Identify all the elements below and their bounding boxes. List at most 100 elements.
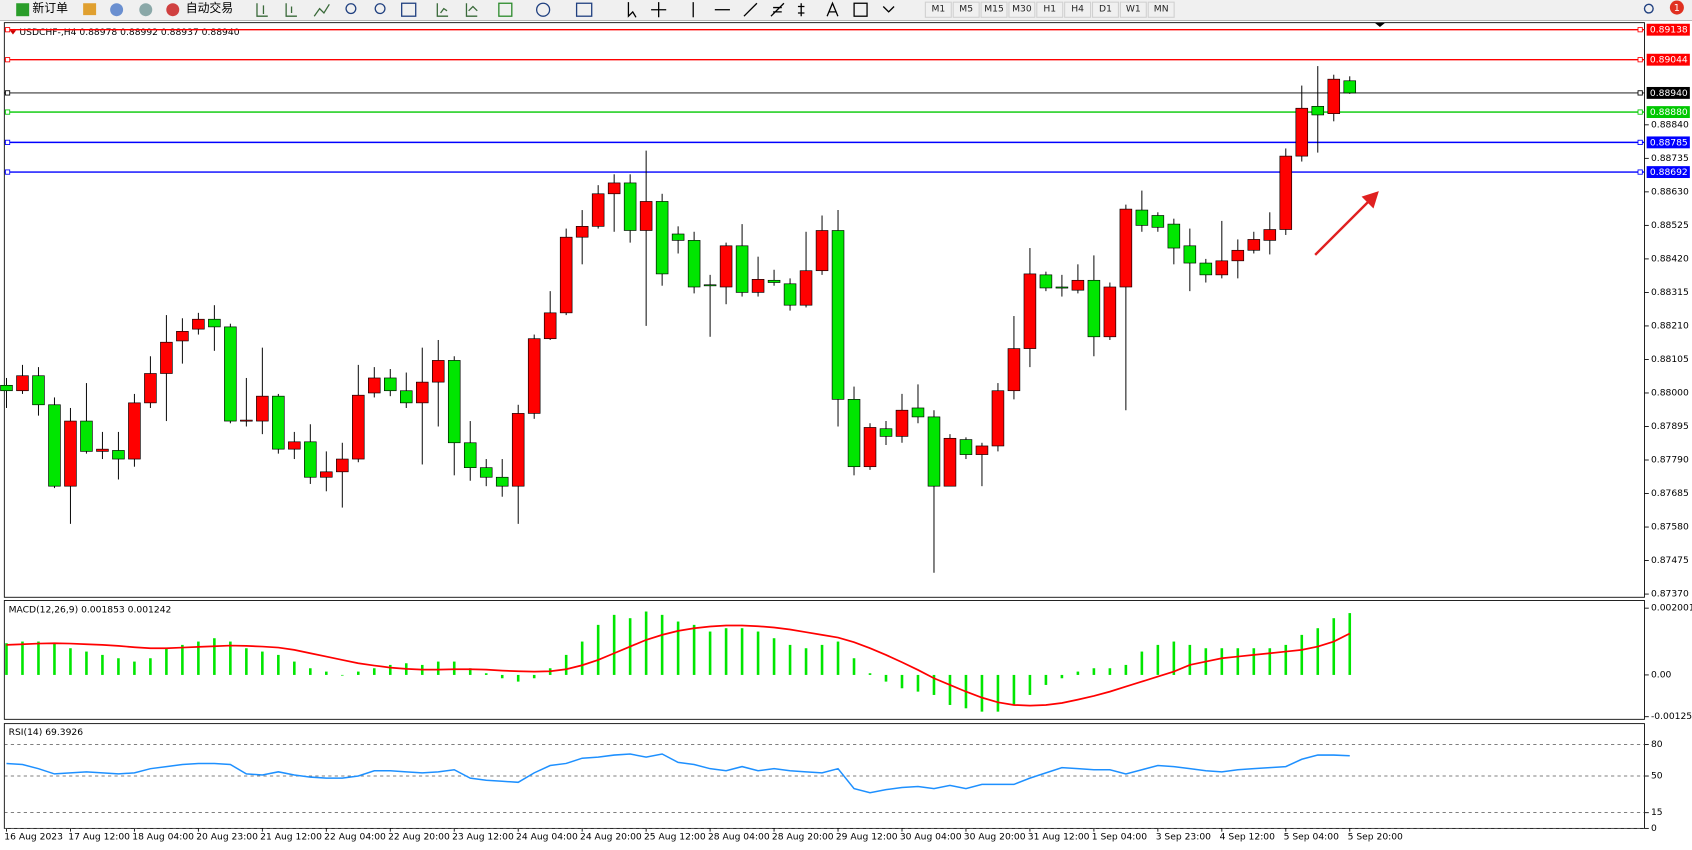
- x-tick-label: 4 Sep 12:00: [1220, 832, 1275, 843]
- candle-body: [479, 467, 493, 478]
- timeframe-label[interactable]: W1: [1126, 4, 1141, 15]
- macd-bar: [868, 673, 872, 675]
- zoom-out-icon[interactable]: [374, 3, 386, 15]
- candle-body: [639, 201, 653, 231]
- shift-marker: [1374, 22, 1386, 28]
- macd-bar: [53, 643, 56, 675]
- candle-body: [256, 395, 269, 422]
- macd-bar: [724, 628, 728, 675]
- macd-bar: [1268, 648, 1272, 675]
- macd-bar: [516, 674, 520, 682]
- macd-bar: [1220, 648, 1224, 675]
- timeframe-label[interactable]: H1: [1043, 4, 1056, 15]
- level-handle: [4, 57, 11, 63]
- auto-trading-button[interactable]: 自动交易: [166, 1, 233, 17]
- macd-bar: [1060, 674, 1064, 679]
- timeframe-button[interactable]: [952, 1, 980, 18]
- new-order-label[interactable]: 新订单: [32, 1, 68, 15]
- indicators-icon[interactable]: [498, 2, 513, 17]
- macd-bar: [1140, 651, 1144, 675]
- scroll-icon[interactable]: [436, 3, 449, 17]
- candle-body: [991, 390, 1005, 447]
- notification[interactable]: 1: [1669, 0, 1684, 15]
- label-icon[interactable]: [853, 2, 868, 17]
- macd-bar: [133, 661, 136, 675]
- timeframe-label[interactable]: M5: [959, 4, 973, 15]
- level-label: 0.88785: [1650, 137, 1688, 148]
- candle-body: [1263, 229, 1277, 241]
- templates-icon[interactable]: [575, 2, 593, 17]
- candle-body: [1151, 215, 1165, 228]
- macd-bar: [484, 673, 488, 675]
- text-icon[interactable]: [826, 1, 839, 17]
- candle-body: [320, 471, 333, 478]
- macd-bar: [1124, 664, 1128, 675]
- candle-body: [1023, 273, 1037, 349]
- timeframe-label[interactable]: M30: [1012, 4, 1032, 15]
- candle-body: [1231, 249, 1245, 262]
- macd-bar: [564, 654, 568, 675]
- macd-bar: [996, 674, 1000, 712]
- macd-bar: [708, 631, 712, 675]
- timeframe-button[interactable]: [1036, 1, 1064, 18]
- trendline-icon[interactable]: [743, 2, 758, 17]
- x-tick-label: 31 Aug 12:00: [1028, 832, 1090, 843]
- timeframe-button[interactable]: [1091, 1, 1119, 18]
- new-order-icon: [16, 3, 30, 17]
- candle-body: [176, 331, 189, 342]
- candle-body: [1247, 239, 1261, 251]
- candle-chart-icon[interactable]: [285, 3, 297, 17]
- auto-trading-label[interactable]: 自动交易: [186, 1, 233, 15]
- timeframe-label[interactable]: D1: [1099, 4, 1112, 15]
- candle-body: [192, 318, 205, 330]
- timeframe-button[interactable]: [980, 1, 1008, 18]
- plot-area: 0.88840 0.88735 0.88630 0.88525 0.88420 0.883…: [0, 23, 1692, 843]
- macd-bar: [820, 644, 824, 675]
- macd-bar: [916, 674, 920, 692]
- macd-bar: [644, 611, 648, 675]
- toolbar-icon[interactable]: [110, 3, 124, 17]
- level-handle: [1637, 139, 1643, 145]
- y-tick-label: 0.88630: [1651, 186, 1689, 197]
- bar-chart-icon[interactable]: [256, 3, 268, 17]
- timeframe-button[interactable]: [1064, 1, 1092, 18]
- arrows-icon[interactable]: [882, 6, 895, 13]
- new-order-button[interactable]: 新订单: [16, 1, 68, 17]
- fibo-icon[interactable]: [797, 3, 805, 17]
- crosshair-icon[interactable]: [651, 2, 667, 18]
- macd-bar: [21, 641, 24, 675]
- macd-bar: [676, 621, 680, 675]
- channel-icon[interactable]: [770, 2, 785, 17]
- timeframe-label[interactable]: H4: [1071, 4, 1084, 15]
- timeframe-label[interactable]: M1: [931, 4, 945, 15]
- timeframe-button[interactable]: [924, 1, 952, 18]
- candle-body: [495, 476, 509, 487]
- candle-body: [208, 318, 221, 328]
- timeframe-button[interactable]: [1147, 1, 1175, 18]
- level-handle: [1637, 57, 1643, 63]
- timeframe-label[interactable]: MN: [1154, 4, 1169, 15]
- tile-icon[interactable]: [401, 2, 417, 17]
- candle-body: [1103, 286, 1117, 338]
- line-chart-icon[interactable]: [313, 3, 330, 17]
- candle-body: [831, 230, 845, 400]
- cursor-icon[interactable]: [627, 2, 637, 18]
- timeframe-label[interactable]: M15: [984, 4, 1004, 15]
- macd-bar: [37, 641, 40, 675]
- candle-body: [1071, 279, 1085, 291]
- timeframe-button[interactable]: [1119, 1, 1147, 18]
- candle-body: [1311, 105, 1325, 116]
- y-tick-label: 0.88000: [1651, 387, 1689, 398]
- candle-body: [1215, 260, 1229, 276]
- candle-body: [1183, 245, 1197, 264]
- candle-body: [511, 413, 525, 487]
- search-icon[interactable]: [1643, 3, 1654, 14]
- timeframe-button[interactable]: [1008, 1, 1036, 18]
- autoscroll-icon[interactable]: [465, 3, 478, 17]
- toolbar-icon[interactable]: [83, 3, 97, 16]
- toolbar-icon[interactable]: [139, 3, 153, 17]
- macd-bar: [117, 658, 120, 675]
- zoom-in-icon[interactable]: [345, 3, 357, 15]
- periods-icon[interactable]: [535, 2, 551, 17]
- x-tick-label: 17 Aug 12:00: [68, 832, 130, 843]
